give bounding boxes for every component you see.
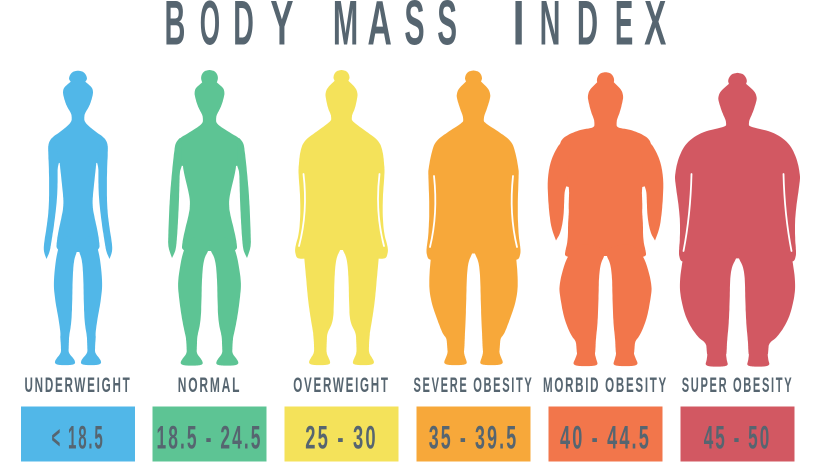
- svg-text:35 - 39.5: 35 - 39.5: [429, 420, 519, 456]
- svg-text:SUPER OBESITY: SUPER OBESITY: [682, 373, 794, 397]
- svg-text:MORBID OBESITY: MORBID OBESITY: [543, 373, 668, 397]
- svg-text:E: E: [615, 0, 633, 59]
- svg-text:I: I: [512, 0, 524, 58]
- svg-text:NORMAL: NORMAL: [178, 373, 242, 397]
- svg-text:S: S: [404, 0, 424, 59]
- svg-text:X: X: [644, 0, 666, 58]
- svg-text:B: B: [164, 0, 185, 59]
- svg-text:N: N: [540, 0, 561, 59]
- svg-text:O: O: [200, 0, 220, 59]
- svg-text:18.5 - 24.5: 18.5 - 24.5: [157, 420, 263, 456]
- svg-text:25 - 30: 25 - 30: [305, 420, 378, 456]
- svg-text:UNDERWEIGHT: UNDERWEIGHT: [25, 373, 132, 397]
- svg-text:< 18.5: < 18.5: [52, 420, 105, 456]
- svg-text:Y: Y: [270, 0, 293, 58]
- svg-text:OVERWEIGHT: OVERWEIGHT: [293, 373, 390, 397]
- svg-text:S: S: [437, 0, 457, 59]
- svg-text:SEVERE OBESITY: SEVERE OBESITY: [414, 373, 534, 397]
- svg-text:D: D: [233, 0, 254, 59]
- svg-text:45 - 50: 45 - 50: [704, 420, 772, 456]
- svg-text:M: M: [333, 0, 358, 59]
- svg-text:A: A: [367, 0, 391, 58]
- svg-text:D: D: [577, 0, 598, 59]
- svg-text:40 - 44.5: 40 - 44.5: [560, 420, 651, 456]
